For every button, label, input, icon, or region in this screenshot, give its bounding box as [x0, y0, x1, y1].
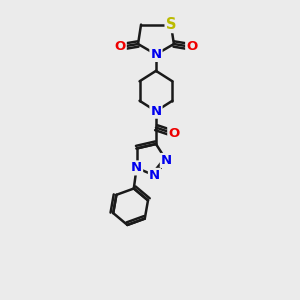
Text: N: N: [150, 48, 161, 61]
Text: O: O: [186, 40, 197, 53]
Text: O: O: [168, 127, 179, 140]
Text: O: O: [115, 40, 126, 53]
Text: N: N: [131, 161, 142, 174]
Text: S: S: [166, 17, 176, 32]
Text: N: N: [161, 154, 172, 167]
Text: N: N: [149, 169, 160, 182]
Text: N: N: [150, 105, 161, 118]
